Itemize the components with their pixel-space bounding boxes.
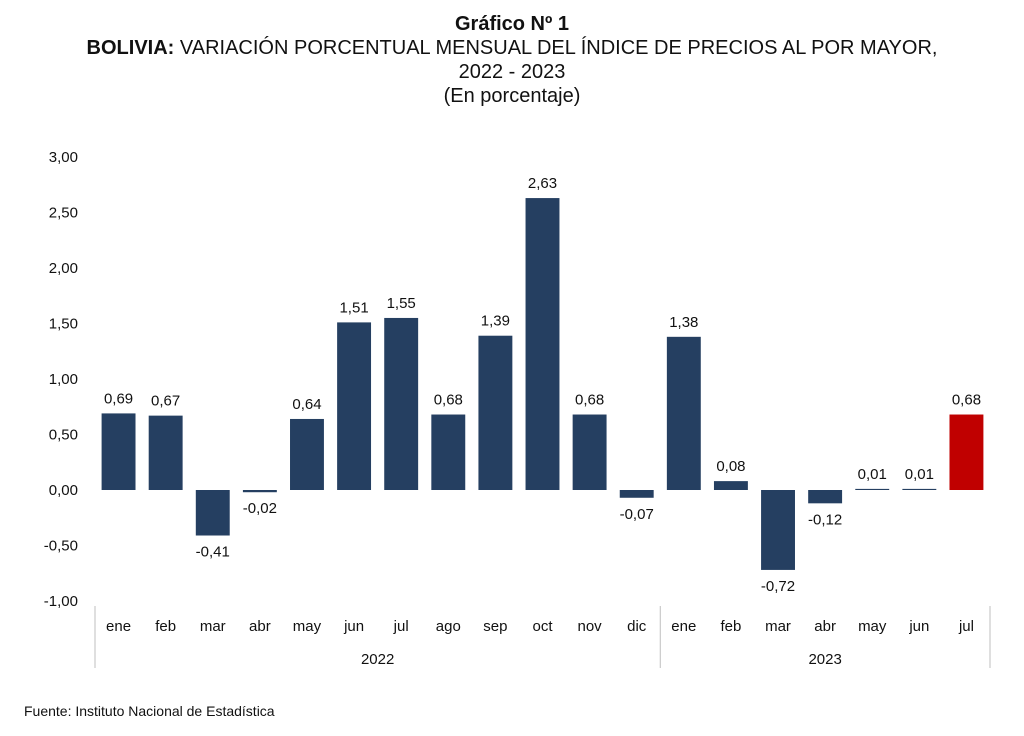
bar — [478, 335, 513, 490]
bar — [572, 414, 607, 490]
source-note: Fuente: Instituto Nacional de Estadístic… — [24, 703, 275, 719]
chart-titles: Gráfico Nº 1 BOLIVIA: VARIACIÓN PORCENTU… — [0, 12, 1024, 108]
bar-value-label: 0,69 — [104, 390, 133, 407]
bar-value-label: -0,72 — [761, 578, 795, 595]
x-tick-label: ago — [436, 618, 461, 635]
chart-title: BOLIVIA: VARIACIÓN PORCENTUAL MENSUAL DE… — [0, 36, 1024, 60]
bar-chart: 3,00 2,50 2,00 1,50 1,00 0,50 0,00 -0,50 -1,00 0… — [44, 149, 991, 668]
bar — [808, 490, 843, 504]
y-tick-label: 2,50 — [49, 205, 78, 222]
bar-value-label: -0,07 — [620, 506, 654, 523]
x-tick-label: mar — [200, 618, 226, 635]
y-tick-label: 1,00 — [49, 371, 78, 388]
x-tick-label: jun — [908, 618, 929, 635]
y-tick-label: 1,50 — [49, 316, 78, 333]
bar-value-label: 0,68 — [575, 392, 604, 409]
bar — [101, 413, 136, 490]
x-axis: ene feb mar abr may jun jul ago sep oct nov dic ene f… — [94, 606, 991, 668]
bar — [290, 418, 324, 490]
y-axis-labels: 3,00 2,50 2,00 1,50 1,00 0,50 0,00 -0,50 -1,00 — [44, 149, 78, 610]
bar-value-label: 0,68 — [952, 392, 981, 409]
bar-value-label: 1,39 — [481, 313, 510, 330]
bar — [855, 488, 890, 490]
bar — [431, 414, 466, 490]
chart-unit: (En porcentaje) — [443, 85, 581, 107]
bar-value-label: 2,63 — [528, 175, 557, 192]
y-tick-label: 0,50 — [49, 427, 78, 444]
x-group-label: 2023 — [808, 651, 841, 668]
bar — [384, 317, 419, 490]
bar — [761, 490, 795, 570]
bar-value-label: 0,67 — [151, 393, 180, 410]
chart-years: 2022 - 2023 — [458, 61, 566, 83]
x-tick-label: feb — [720, 618, 741, 635]
value-labels: 0,69 0,67 -0,41 -0,02 0,64 1,51 1,55 0,68 1,39 2,… — [104, 175, 981, 595]
x-group-label: 2022 — [361, 651, 394, 668]
bar-value-label: 1,51 — [339, 299, 368, 316]
bar-value-label: 0,01 — [858, 466, 887, 483]
bar-value-label: -0,12 — [808, 511, 842, 528]
x-tick-label: jun — [343, 618, 364, 635]
x-tick-label: jul — [393, 618, 409, 635]
x-tick-label: dic — [627, 618, 647, 635]
y-tick-label: -1,00 — [44, 593, 78, 610]
bar-value-label: 0,64 — [292, 396, 321, 413]
bar — [949, 414, 984, 490]
x-tick-label: abr — [814, 618, 836, 635]
x-tick-label: sep — [483, 618, 507, 635]
y-tick-label: 3,00 — [49, 149, 78, 166]
chart-number: Gráfico Nº 1 — [454, 13, 569, 35]
x-tick-label: may — [293, 618, 322, 635]
bar-value-label: 0,68 — [434, 392, 463, 409]
x-tick-label: jul — [958, 618, 974, 635]
bar — [195, 490, 230, 536]
title-country: BOLIVIA: — [86, 37, 175, 59]
x-tick-label: oct — [532, 618, 553, 635]
bar-value-label: 0,01 — [905, 466, 934, 483]
bar — [337, 322, 372, 490]
bar — [666, 336, 701, 490]
x-tick-label: ene — [671, 618, 696, 635]
bar-value-label: 1,38 — [669, 314, 698, 331]
x-tick-label: nov — [578, 618, 603, 635]
bar-value-label: -0,41 — [196, 544, 230, 561]
x-tick-label: mar — [765, 618, 791, 635]
bar — [902, 488, 937, 490]
x-tick-label: feb — [155, 618, 176, 635]
bar — [619, 490, 654, 498]
bar — [242, 490, 277, 493]
bars — [101, 198, 984, 570]
bar — [525, 198, 560, 490]
y-tick-label: 0,00 — [49, 482, 78, 499]
bar — [148, 415, 183, 490]
bar-value-label: 1,55 — [387, 295, 416, 312]
x-tick-label: abr — [249, 618, 271, 635]
x-tick-label: may — [858, 618, 887, 635]
x-tick-label: ene — [106, 618, 131, 635]
bar-value-label: -0,02 — [243, 500, 277, 517]
y-tick-label: -0,50 — [44, 538, 78, 555]
bar — [713, 481, 748, 490]
title-text: VARIACIÓN PORCENTUAL MENSUAL DEL ÍNDICE … — [179, 37, 938, 59]
y-tick-label: 2,00 — [49, 260, 78, 277]
bar-value-label: 0,08 — [716, 458, 745, 475]
